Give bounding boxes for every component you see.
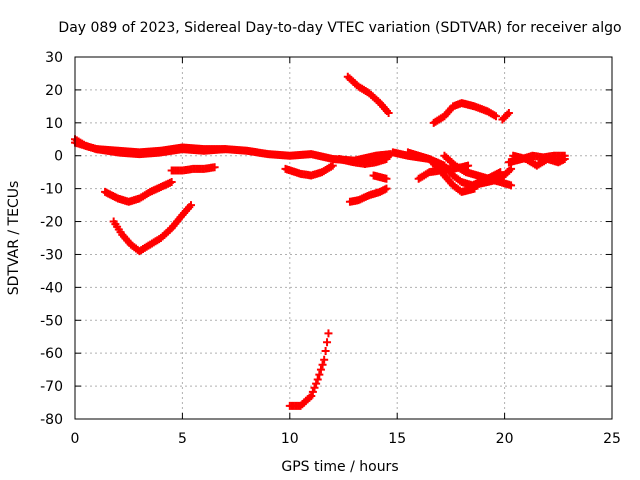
data-point (310, 383, 319, 392)
data-point (315, 370, 324, 379)
data-point (313, 375, 322, 384)
x-axis-label: GPS time / hours (281, 459, 398, 475)
y-tick-label: -20 (40, 215, 63, 231)
x-tick-label: 5 (178, 431, 187, 447)
series-track-a (101, 178, 176, 206)
series-track-i (369, 171, 391, 183)
series-track-j (429, 99, 501, 127)
plot-frame (74, 56, 613, 420)
x-tick-label: 10 (281, 431, 299, 447)
data-point (312, 379, 321, 388)
x-tick-label: 0 (71, 431, 80, 447)
x-tick-label: 25 (603, 431, 621, 447)
series-track-r (509, 151, 569, 170)
data-point (328, 161, 337, 170)
y-tick-label: -10 (40, 182, 63, 198)
series-track-c (167, 163, 219, 175)
data-point (318, 360, 327, 369)
data-point (221, 145, 230, 154)
series-track-h (345, 184, 391, 206)
y-tick-label: 10 (45, 116, 63, 132)
data-point (504, 108, 513, 117)
y-tick-label: 20 (45, 83, 63, 99)
data-layer (71, 72, 569, 410)
series-track-b (109, 201, 195, 256)
series-track-p (468, 164, 516, 190)
y-tick-label: -30 (40, 247, 63, 263)
data-point (321, 346, 330, 355)
data-point (210, 163, 219, 172)
y-tick-label: 0 (54, 149, 63, 165)
data-point (503, 110, 512, 119)
series-track-main-baseline-2 (71, 138, 230, 157)
y-tick-label: -80 (40, 412, 63, 428)
data-point (492, 112, 501, 121)
data-point (324, 329, 333, 338)
y-tick-label: -40 (40, 280, 63, 296)
data-point (382, 184, 391, 193)
series-track-d (281, 161, 337, 180)
y-axis-label: SDTVAR / TECUs (6, 181, 22, 296)
data-point (507, 164, 516, 173)
data-point (323, 338, 332, 347)
y-tick-label: -50 (40, 313, 63, 329)
data-point (316, 365, 325, 374)
data-point (560, 155, 569, 164)
y-tick-labels: 30 20 10 0 -10 -20 -30 -40 -50 -60 -70 -80 (40, 50, 63, 428)
x-tick-label: 20 (496, 431, 514, 447)
data-point (167, 178, 176, 187)
data-point (307, 391, 316, 400)
x-tick-label: 15 (388, 431, 406, 447)
data-point (507, 181, 516, 190)
series-track-g (335, 151, 393, 168)
series-track-k (498, 108, 513, 124)
y-tick-label: -60 (40, 346, 63, 362)
data-point (464, 161, 473, 170)
series-track-f (343, 72, 393, 117)
data-point (186, 201, 195, 210)
data-point (382, 174, 391, 183)
data-point (308, 387, 317, 396)
data-point (384, 151, 393, 160)
chart-title: Day 089 of 2023, Sidereal Day-to-day VTE… (58, 20, 621, 36)
x-tick-labels: 0 5 10 15 20 25 (71, 431, 621, 447)
y-tick-label: -70 (40, 379, 63, 395)
y-tick-label: 30 (45, 50, 63, 66)
series-track-e (285, 329, 333, 410)
data-point (320, 355, 329, 364)
data-point (384, 108, 393, 117)
